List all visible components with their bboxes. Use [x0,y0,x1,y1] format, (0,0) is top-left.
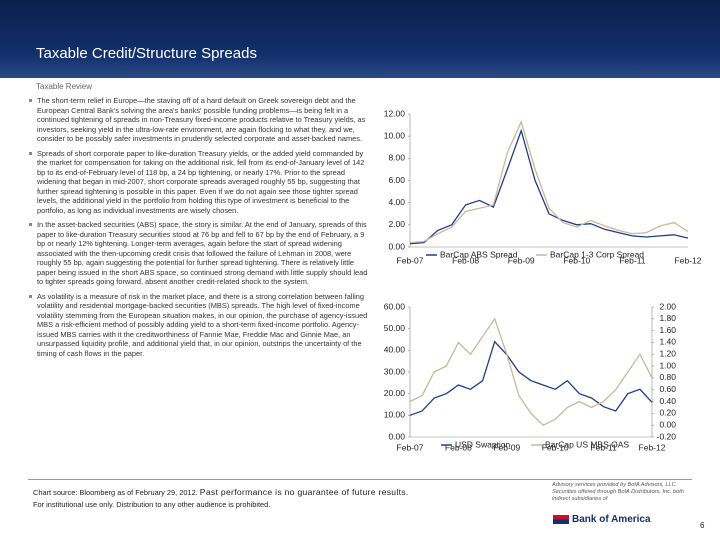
usage-note: For institutional use only. Distribution… [33,500,271,509]
y2-tick-label: 1.80 [659,313,676,323]
y-tick-label: 60.00 [384,301,406,311]
x-tick-label: Feb-09 [508,255,535,265]
y2-tick-label: -0.20 [657,431,677,441]
y-tick-label: 8.00 [388,153,405,163]
x-tick-label: Feb-11 [590,442,617,452]
y-tick-label: 50.00 [384,323,406,333]
x-tick-label: Feb-08 [452,255,479,265]
y-tick-label: 2.00 [388,219,405,229]
y-tick-label: 20.00 [384,388,406,398]
source-text: Chart source: Bloomberg as of February 2… [33,488,198,497]
y2-tick-label: 1.00 [659,360,676,370]
bullet: As volatility is a measure of risk in th… [28,292,368,359]
y-tick-label: 10.00 [384,410,406,420]
y-tick-label: 12.00 [384,108,406,118]
y-tick-label: 0.00 [388,431,405,441]
y2-tick-label: 1.20 [659,349,676,359]
bullet: The short-term relief in Europe—the stav… [28,96,368,144]
charts: 0.00 2.00 4.00 6.00 8.00 10.00 12.00 Feb-07 Feb-… [384,108,702,452]
legend-label: BarCap 1-3 Corp Spread [550,249,644,259]
y2-tick-label: 2.00 [659,301,676,311]
y-tick-label: 6.00 [388,175,405,185]
bullet: In the asset-backed securities (ABS) spa… [28,220,368,287]
performance-note: Past performance is no guarantee of futu… [199,487,409,497]
y-tick-label: 0.00 [388,241,405,251]
x-tick-label: Feb-08 [445,442,472,452]
advisory-note: Advisory services provided by BofA Advis… [552,482,684,502]
y2-tick-label: 1.60 [659,325,676,335]
bullet-list: The short-term relief in Europe—the stav… [28,96,368,363]
y2-tick-label: 0.60 [659,384,676,394]
slide-title: Taxable Credit/Structure Spreads [36,45,257,62]
footer-rule [28,479,692,480]
header-band: Taxable Credit/Structure Spreads [0,0,720,78]
x-tick-label: Feb-09 [493,442,520,452]
y2-tick-label: 1.40 [659,337,676,347]
x-tick-label: Feb-10 [542,442,569,452]
legend-label: USD Swaption [455,439,511,449]
y2-tick-label: 0.00 [659,419,676,429]
series-line [409,340,653,416]
x-tick-label: Feb-07 [397,442,424,452]
legend-label: BarCap US MBS OAS [545,439,629,449]
series-line [409,317,653,426]
y-tick-label: 30.00 [384,366,406,376]
x-tick-label: Feb-10 [563,255,590,265]
y2-tick-label: 0.80 [659,372,676,382]
y-tick-label: 10.00 [384,130,406,140]
y-tick-label: 40.00 [384,345,406,355]
logo: Bank of America [572,514,651,525]
subtitle: Taxable Review [36,82,93,91]
y2-tick-label: 0.40 [659,396,676,406]
bullet: Spreads of short corporate paper to like… [28,149,368,216]
legend-label: BarCap ABS Spread [440,249,518,259]
x-tick-label: Feb-07 [397,255,424,265]
x-tick-label: Feb-11 [619,255,646,265]
x-tick-label: Feb-12 [675,255,702,265]
logo-mark [553,515,569,524]
x-tick-label: Feb-12 [639,442,666,452]
footer-source: Chart source: Bloomberg as of February 2… [33,487,409,497]
series-line [409,119,689,244]
page-number: 6 [700,521,705,530]
y2-tick-label: 0.20 [659,408,676,418]
series-line [409,128,689,245]
y-tick-label: 4.00 [388,197,405,207]
